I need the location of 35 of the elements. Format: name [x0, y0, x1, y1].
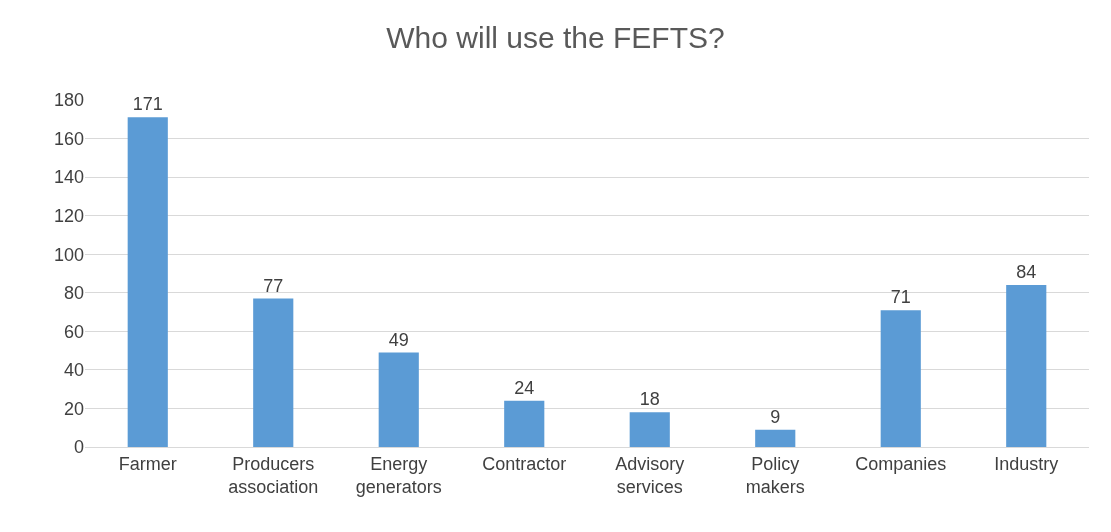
x-tick-label: Industry [994, 453, 1059, 474]
data-label: 49 [388, 329, 409, 350]
y-tick-label: 180 [53, 90, 84, 111]
y-tick-label: 40 [63, 360, 84, 381]
y-tick-label: 140 [53, 167, 84, 188]
data-label: 171 [132, 94, 163, 115]
data-label: 18 [639, 389, 660, 410]
bar [1006, 285, 1047, 447]
y-tick-label: 0 [73, 437, 84, 458]
bar [755, 429, 796, 447]
x-tick-label: Energy generators [355, 453, 442, 497]
data-label: 71 [890, 287, 911, 308]
bar [629, 412, 670, 447]
bar [127, 117, 168, 447]
x-tick-label: Advisory services [615, 453, 685, 497]
data-label: 84 [1016, 262, 1037, 283]
bar [504, 400, 545, 447]
y-tick-label: 80 [63, 283, 84, 304]
x-tick-label: Contractor [482, 453, 567, 474]
x-tick-label: Producers association [228, 453, 319, 497]
data-label: 77 [263, 275, 284, 296]
bar [378, 352, 419, 447]
data-label: 9 [770, 406, 781, 427]
y-tick-label: 60 [63, 321, 84, 342]
x-tick-label: Policy makers [745, 453, 805, 497]
chart-title: Who will use the FEFTS? [386, 20, 725, 54]
x-tick-label: Farmer [118, 453, 177, 474]
y-tick-label: 120 [53, 205, 84, 226]
bar [880, 310, 921, 447]
x-tick-label: Companies [855, 453, 947, 474]
data-label: 24 [514, 377, 535, 398]
y-tick-label: 100 [53, 244, 84, 265]
bar [253, 298, 294, 447]
y-tick-label: 20 [63, 398, 84, 419]
y-tick-label: 160 [53, 128, 84, 149]
